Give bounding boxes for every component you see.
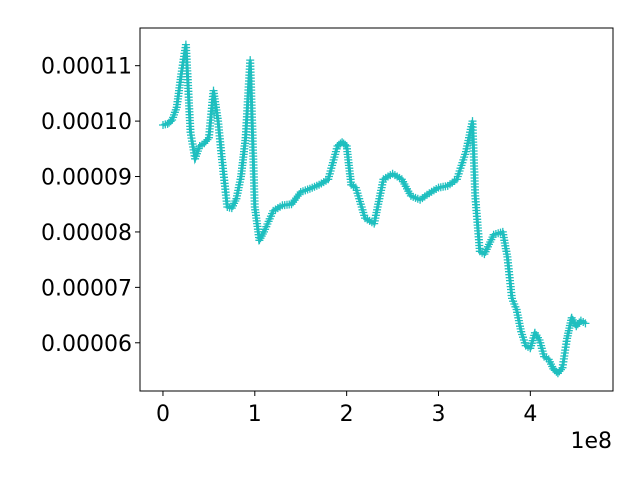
x-tick-label: 3	[431, 402, 445, 427]
data-point-marker	[289, 198, 298, 207]
plot-frame	[139, 27, 614, 392]
data-point-marker	[581, 319, 590, 328]
x-axis-offset-text: 1e8	[570, 429, 612, 454]
x-tick-label: 2	[340, 402, 354, 427]
data-point-marker	[293, 192, 302, 201]
y-axis: 0.00006 0.00007 0.00008 0.00009 0.00010 0.000…	[41, 55, 140, 357]
data-point-marker	[557, 365, 565, 374]
y-tick-label: 0.00006	[41, 332, 132, 357]
data-series	[159, 40, 590, 378]
x-tick-label: 4	[523, 402, 537, 427]
data-point-marker	[203, 135, 212, 144]
y-tick-label: 0.00008	[41, 221, 132, 246]
series-layer	[159, 40, 590, 378]
series-markers	[159, 40, 590, 378]
y-tick-label: 0.00011	[41, 55, 132, 80]
data-point-marker	[341, 140, 350, 149]
y-tick-label: 0.00009	[41, 166, 132, 191]
x-tick-label: 0	[156, 402, 170, 427]
y-tick-label: 0.00007	[41, 276, 132, 301]
x-tick-label: 1	[248, 402, 262, 427]
y-tick-label: 0.00010	[41, 110, 132, 135]
x-axis: 0 1 2 3 4	[156, 391, 537, 427]
